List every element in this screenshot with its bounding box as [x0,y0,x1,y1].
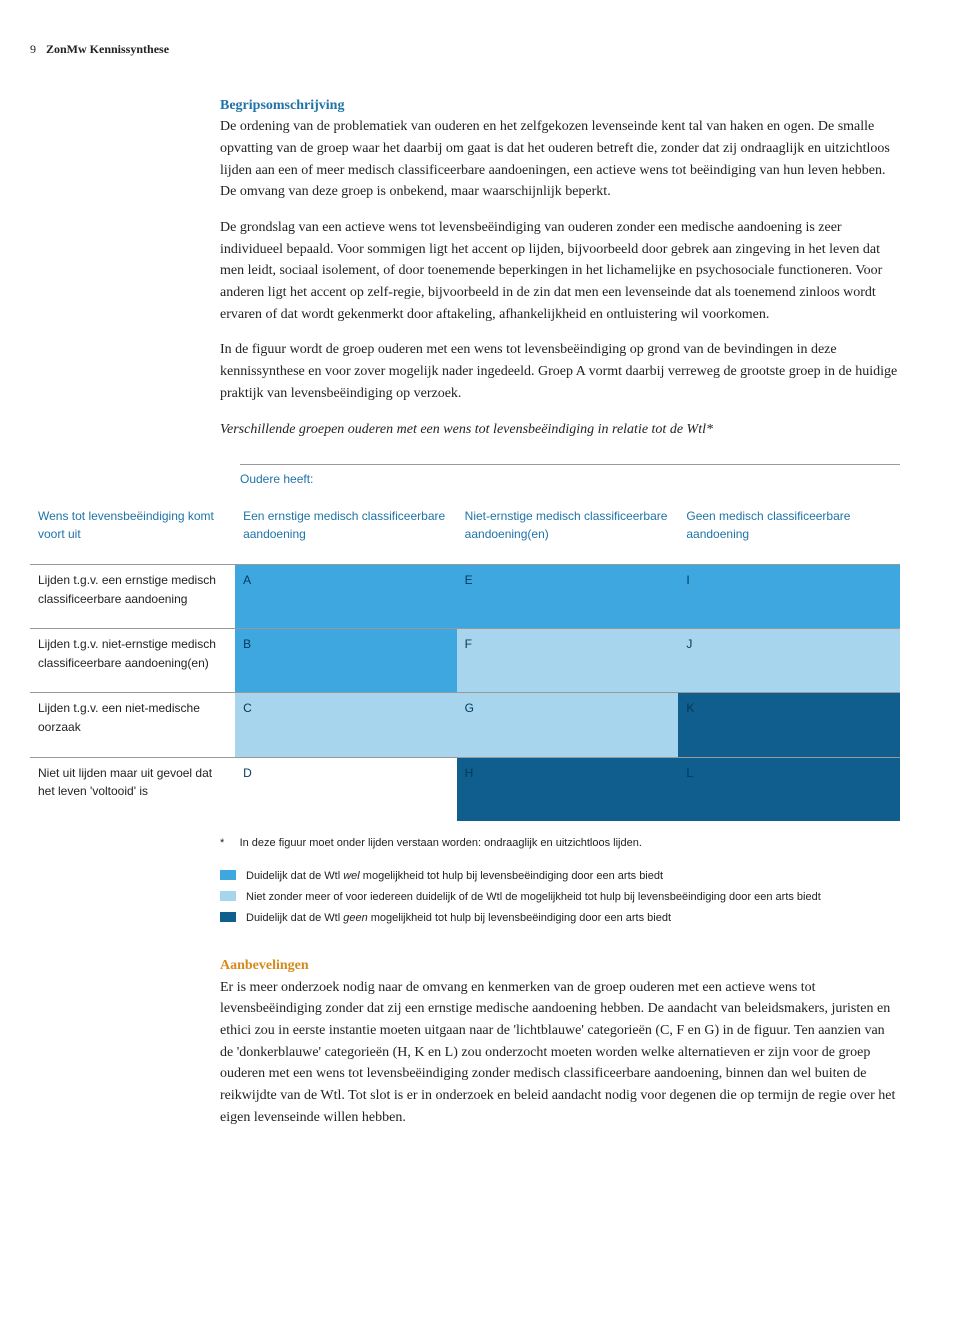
table-supertitle: Oudere heeft: [240,464,900,489]
legend-swatch [220,891,236,901]
table-cell: J [678,629,900,693]
section-heading: Begripsomschrijving [220,95,900,117]
table-cell: D [235,757,457,821]
legend-item: Duidelijk dat de Wtl geen mogelijkheid t… [220,910,900,927]
page-header: 9 ZonMw Kennissynthese [30,40,900,59]
paragraph: De grondslag van een actieve wens tot le… [220,217,900,325]
footnote-text: In deze figuur moet onder lijden verstaa… [240,837,642,849]
footnote-marker: * [220,837,224,849]
table-cell: G [457,693,679,757]
paragraph: De ordening van de problematiek van oude… [220,116,900,203]
legend-text: Duidelijk dat de Wtl wel mogelijkheid to… [246,868,663,885]
table-cell: A [235,565,457,629]
row-label: Lijden t.g.v. een niet-medische oorzaak [30,693,235,757]
legend-text: Duidelijk dat de Wtl geen mogelijkheid t… [246,910,671,927]
legend-swatch [220,870,236,880]
table-cell: C [235,693,457,757]
table-row: Lijden t.g.v. een niet-medische oorzaakC… [30,693,900,757]
paragraph: Er is meer onderzoek nodig naar de omvan… [220,977,900,1129]
row-label: Lijden t.g.v. niet-ernstige medisch clas… [30,629,235,693]
legend: Duidelijk dat de Wtl wel mogelijkheid to… [220,868,900,927]
col-header: Geen medisch classificeerbare aandoening [678,501,900,565]
table-cell: L [678,757,900,821]
doc-title: ZonMw Kennissynthese [46,40,169,59]
footnote: * In deze figuur moet onder lijden verst… [220,835,900,852]
col-header: Een ernstige medisch classificeerbare aa… [235,501,457,565]
table-cell: H [457,757,679,821]
table-row: Niet uit lijden maar uit gevoel dat het … [30,757,900,821]
table-row: Lijden t.g.v. niet-ernstige medisch clas… [30,629,900,693]
legend-item: Duidelijk dat de Wtl wel mogelijkheid to… [220,868,900,885]
table-cell: K [678,693,900,757]
table-cell: I [678,565,900,629]
classification-table: Wens tot levensbeëindiging komt voort ui… [30,501,900,821]
legend-text: Niet zonder meer of voor iedereen duidel… [246,889,821,906]
table-cell: F [457,629,679,693]
table-cell: B [235,629,457,693]
table-row: Lijden t.g.v. een ernstige medisch class… [30,565,900,629]
paragraph: In de figuur wordt de groep ouderen met … [220,339,900,404]
section-heading: Aanbevelingen [220,955,900,977]
legend-swatch [220,912,236,922]
legend-item: Niet zonder meer of voor iedereen duidel… [220,889,900,906]
table-cell: E [457,565,679,629]
section-aanbevelingen: Aanbevelingen Er is meer onderzoek nodig… [220,955,900,1129]
row-label: Niet uit lijden maar uit gevoel dat het … [30,757,235,821]
table-caption: Verschillende groepen ouderen met een we… [220,419,900,441]
row-label: Lijden t.g.v. een ernstige medisch class… [30,565,235,629]
page-number: 9 [30,40,36,59]
row-head-label: Wens tot levensbeëindiging komt voort ui… [30,501,235,565]
col-header: Niet-ernstige medisch classificeerbare a… [457,501,679,565]
table-header-row: Wens tot levensbeëindiging komt voort ui… [30,501,900,565]
section-begripsomschrijving: Begripsomschrijving De ordening van de p… [220,95,900,441]
